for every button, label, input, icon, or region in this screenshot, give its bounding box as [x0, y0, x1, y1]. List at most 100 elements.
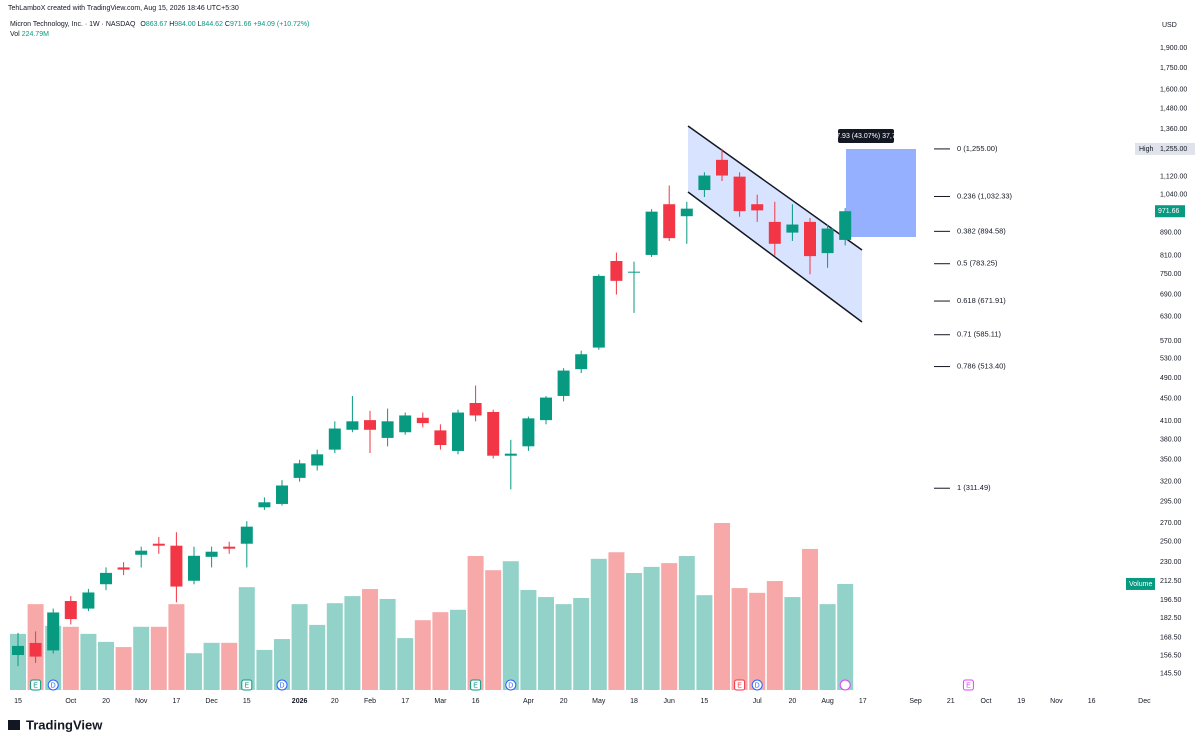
y-tick-label: 1,480.00 — [1160, 106, 1187, 113]
volume-bar — [80, 633, 97, 690]
volume-bar — [238, 587, 255, 690]
x-tick-label: Aug — [821, 698, 834, 705]
y-tick-label: 1,360.00 — [1160, 126, 1187, 133]
candle-body — [258, 502, 271, 508]
volume-bar — [344, 596, 361, 690]
x-tick-label: Dec — [205, 698, 218, 705]
x-tick-label: 15 — [14, 698, 22, 705]
x-tick-label: 15 — [243, 698, 251, 705]
x-tick-label: Oct — [65, 698, 76, 705]
candle-body — [804, 221, 816, 257]
candle-body — [768, 221, 781, 244]
y-tick-label: 196.50 — [1160, 597, 1182, 604]
volume-bar — [450, 609, 466, 690]
x-tick-label: 17 — [173, 698, 181, 705]
candle-body — [663, 204, 676, 239]
ohlc-value: 844.62 — [202, 21, 224, 28]
volume-bar — [661, 563, 678, 690]
event-marker — [734, 679, 746, 691]
candle-body — [399, 415, 412, 433]
event-label: E — [244, 682, 249, 689]
candle-body — [152, 543, 165, 546]
y-tick-label: 182.50 — [1160, 615, 1182, 622]
volume-key: Vol — [10, 31, 20, 38]
y-tick-label: 145.50 — [1160, 670, 1182, 677]
volume-bar — [749, 592, 766, 690]
high-tag: High — [1139, 146, 1154, 153]
candle-body — [680, 208, 693, 217]
candle-body — [346, 421, 359, 430]
ohlc-key: H — [169, 21, 174, 28]
volume-bar — [379, 598, 396, 690]
volume-bar — [150, 626, 167, 690]
x-tick-label: 18 — [630, 698, 638, 705]
candle-body — [557, 370, 570, 396]
y-tick-label: 490.00 — [1160, 375, 1182, 382]
volume-bar — [538, 597, 554, 690]
y-tick-label: 570.00 — [1160, 338, 1182, 345]
candle-body — [733, 176, 746, 212]
volume-bar — [397, 638, 414, 690]
candle-body — [452, 412, 464, 451]
event-label: E — [966, 682, 971, 689]
fib-label: 0.382 (894.58) — [957, 226, 1006, 235]
x-tick-label: 19 — [1017, 698, 1025, 705]
x-tick-label: Sep — [909, 698, 922, 705]
candle-body — [12, 645, 24, 656]
last-price: 971.66 — [1158, 208, 1180, 215]
event-label: D — [279, 682, 284, 689]
x-tick-label: 20 — [789, 698, 797, 705]
candle-body — [64, 601, 77, 620]
volume-bar — [414, 620, 431, 690]
event-marker — [241, 679, 253, 691]
y-tick-label: 295.00 — [1160, 498, 1182, 505]
candle-body — [188, 555, 200, 581]
volume-bar — [485, 570, 502, 690]
event-marker — [839, 679, 851, 691]
volume-bar — [714, 523, 730, 690]
x-tick-label: 20 — [331, 698, 339, 705]
volume-bar — [362, 589, 378, 690]
candle-body — [29, 642, 42, 657]
brand: TradingView — [26, 717, 103, 732]
fib-label: 0.786 (513.40) — [957, 362, 1006, 371]
legend: Micron Technology, Inc. · 1W · NASDAQ O8… — [10, 21, 309, 28]
measure-label: 377.93 (43.07%) 37,793 — [828, 133, 903, 140]
candle-body — [47, 612, 60, 651]
x-tick-label: 21 — [947, 698, 955, 705]
fib-label: 0.236 (1,032.33) — [957, 191, 1013, 200]
y-tick-label: 1,900.00 — [1160, 45, 1187, 52]
ohlc-key: L — [198, 21, 202, 28]
x-tick-label: 15 — [701, 698, 709, 705]
event-label: D — [51, 682, 56, 689]
x-tick-label: 17 — [859, 698, 867, 705]
volume-bar — [203, 642, 220, 690]
x-tick-label: Oct — [981, 698, 992, 705]
y-tick-label: 1,750.00 — [1160, 65, 1187, 72]
candle-body — [135, 550, 148, 555]
ohlc-key: C — [225, 21, 230, 28]
event-label: D — [755, 682, 760, 689]
event-label: E — [33, 682, 38, 689]
volume-bar — [802, 548, 818, 690]
symbol: Micron Technology, Inc. · 1W · NASDAQ — [10, 21, 136, 28]
candle-body — [364, 420, 376, 430]
measure-label-box — [838, 129, 894, 143]
x-tick-label: 17 — [401, 698, 409, 705]
volume-legend: Vol 224.79M — [10, 31, 49, 38]
event-marker — [751, 679, 763, 691]
volume-bar — [573, 598, 590, 690]
last-price-box — [1155, 205, 1185, 218]
candle-body — [82, 592, 95, 609]
candle-body — [698, 175, 711, 191]
volume-bar — [626, 573, 642, 690]
candle-body — [434, 430, 447, 445]
x-tick-label: 16 — [472, 698, 480, 705]
candle-body — [469, 403, 482, 416]
x-tick-label: Apr — [523, 698, 535, 705]
x-tick-label: Feb — [364, 698, 376, 705]
volume-bar — [256, 649, 273, 690]
y-tick-label: 810.00 — [1160, 252, 1182, 259]
candle-body — [240, 526, 253, 544]
